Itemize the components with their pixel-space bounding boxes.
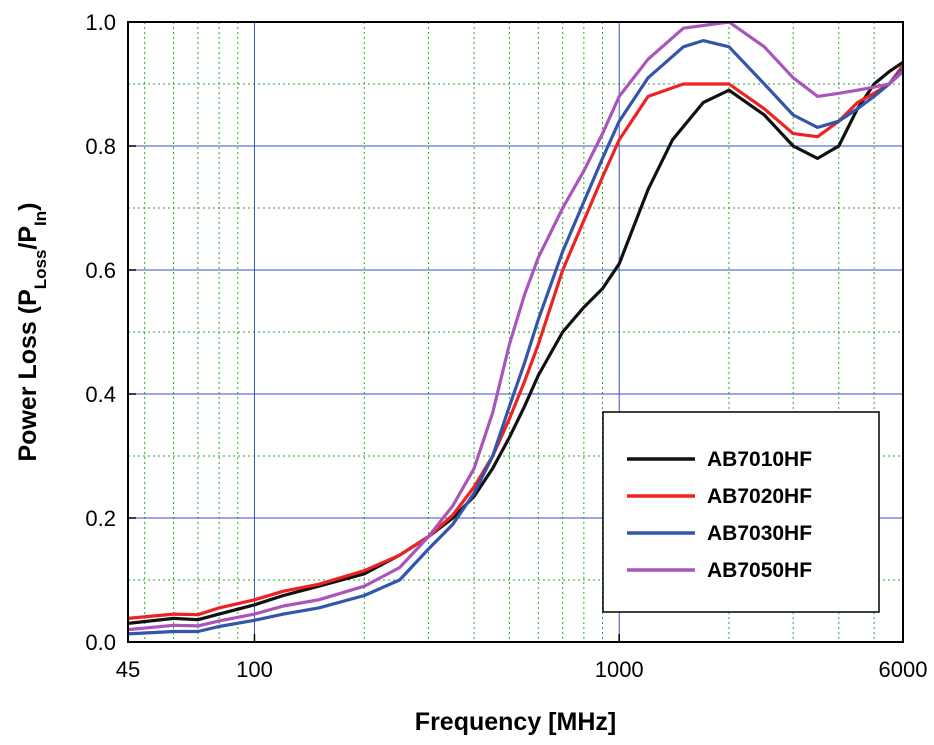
- legend-label: AB7010HF: [707, 448, 812, 471]
- x-tick-label: 45: [116, 657, 140, 682]
- y-tick-label: 1.0: [85, 10, 116, 35]
- legend-label: AB7030HF: [707, 522, 812, 545]
- series-line-ab7030hf: [128, 39, 903, 636]
- y-tick-label: 0.4: [85, 382, 116, 407]
- legend: AB7010HF AB7020HF AB7030HF AB7050HF: [602, 411, 880, 613]
- series-line-ab7050hf: [128, 22, 903, 632]
- x-tick-label: 100: [236, 657, 273, 682]
- series-line-ab7010hf: [128, 60, 903, 625]
- y-tick-label: 0.2: [85, 506, 116, 531]
- y-axis-title: Power Loss (PLoss/PIn): [14, 202, 50, 461]
- legend-box: [602, 411, 880, 613]
- legend-label: AB7050HF: [707, 559, 812, 582]
- axis-ticks: 45 100 1000 6000 0.0 0.2 0.4 0.6 0.8 1.0: [85, 10, 927, 682]
- x-tick-label: 6000: [879, 657, 928, 682]
- x-tick-label: 1000: [595, 657, 644, 682]
- legend-label: AB7020HF: [707, 485, 812, 508]
- series-lines: [128, 22, 903, 636]
- series-line-ab7020hf: [128, 63, 903, 620]
- plot-frame: [127, 21, 904, 643]
- y-tick-label: 0.6: [85, 258, 116, 283]
- x-axis-title: Frequency [MHz]: [415, 708, 616, 736]
- y-tick-label: 0.0: [85, 630, 116, 655]
- y-tick-label: 0.8: [85, 134, 116, 159]
